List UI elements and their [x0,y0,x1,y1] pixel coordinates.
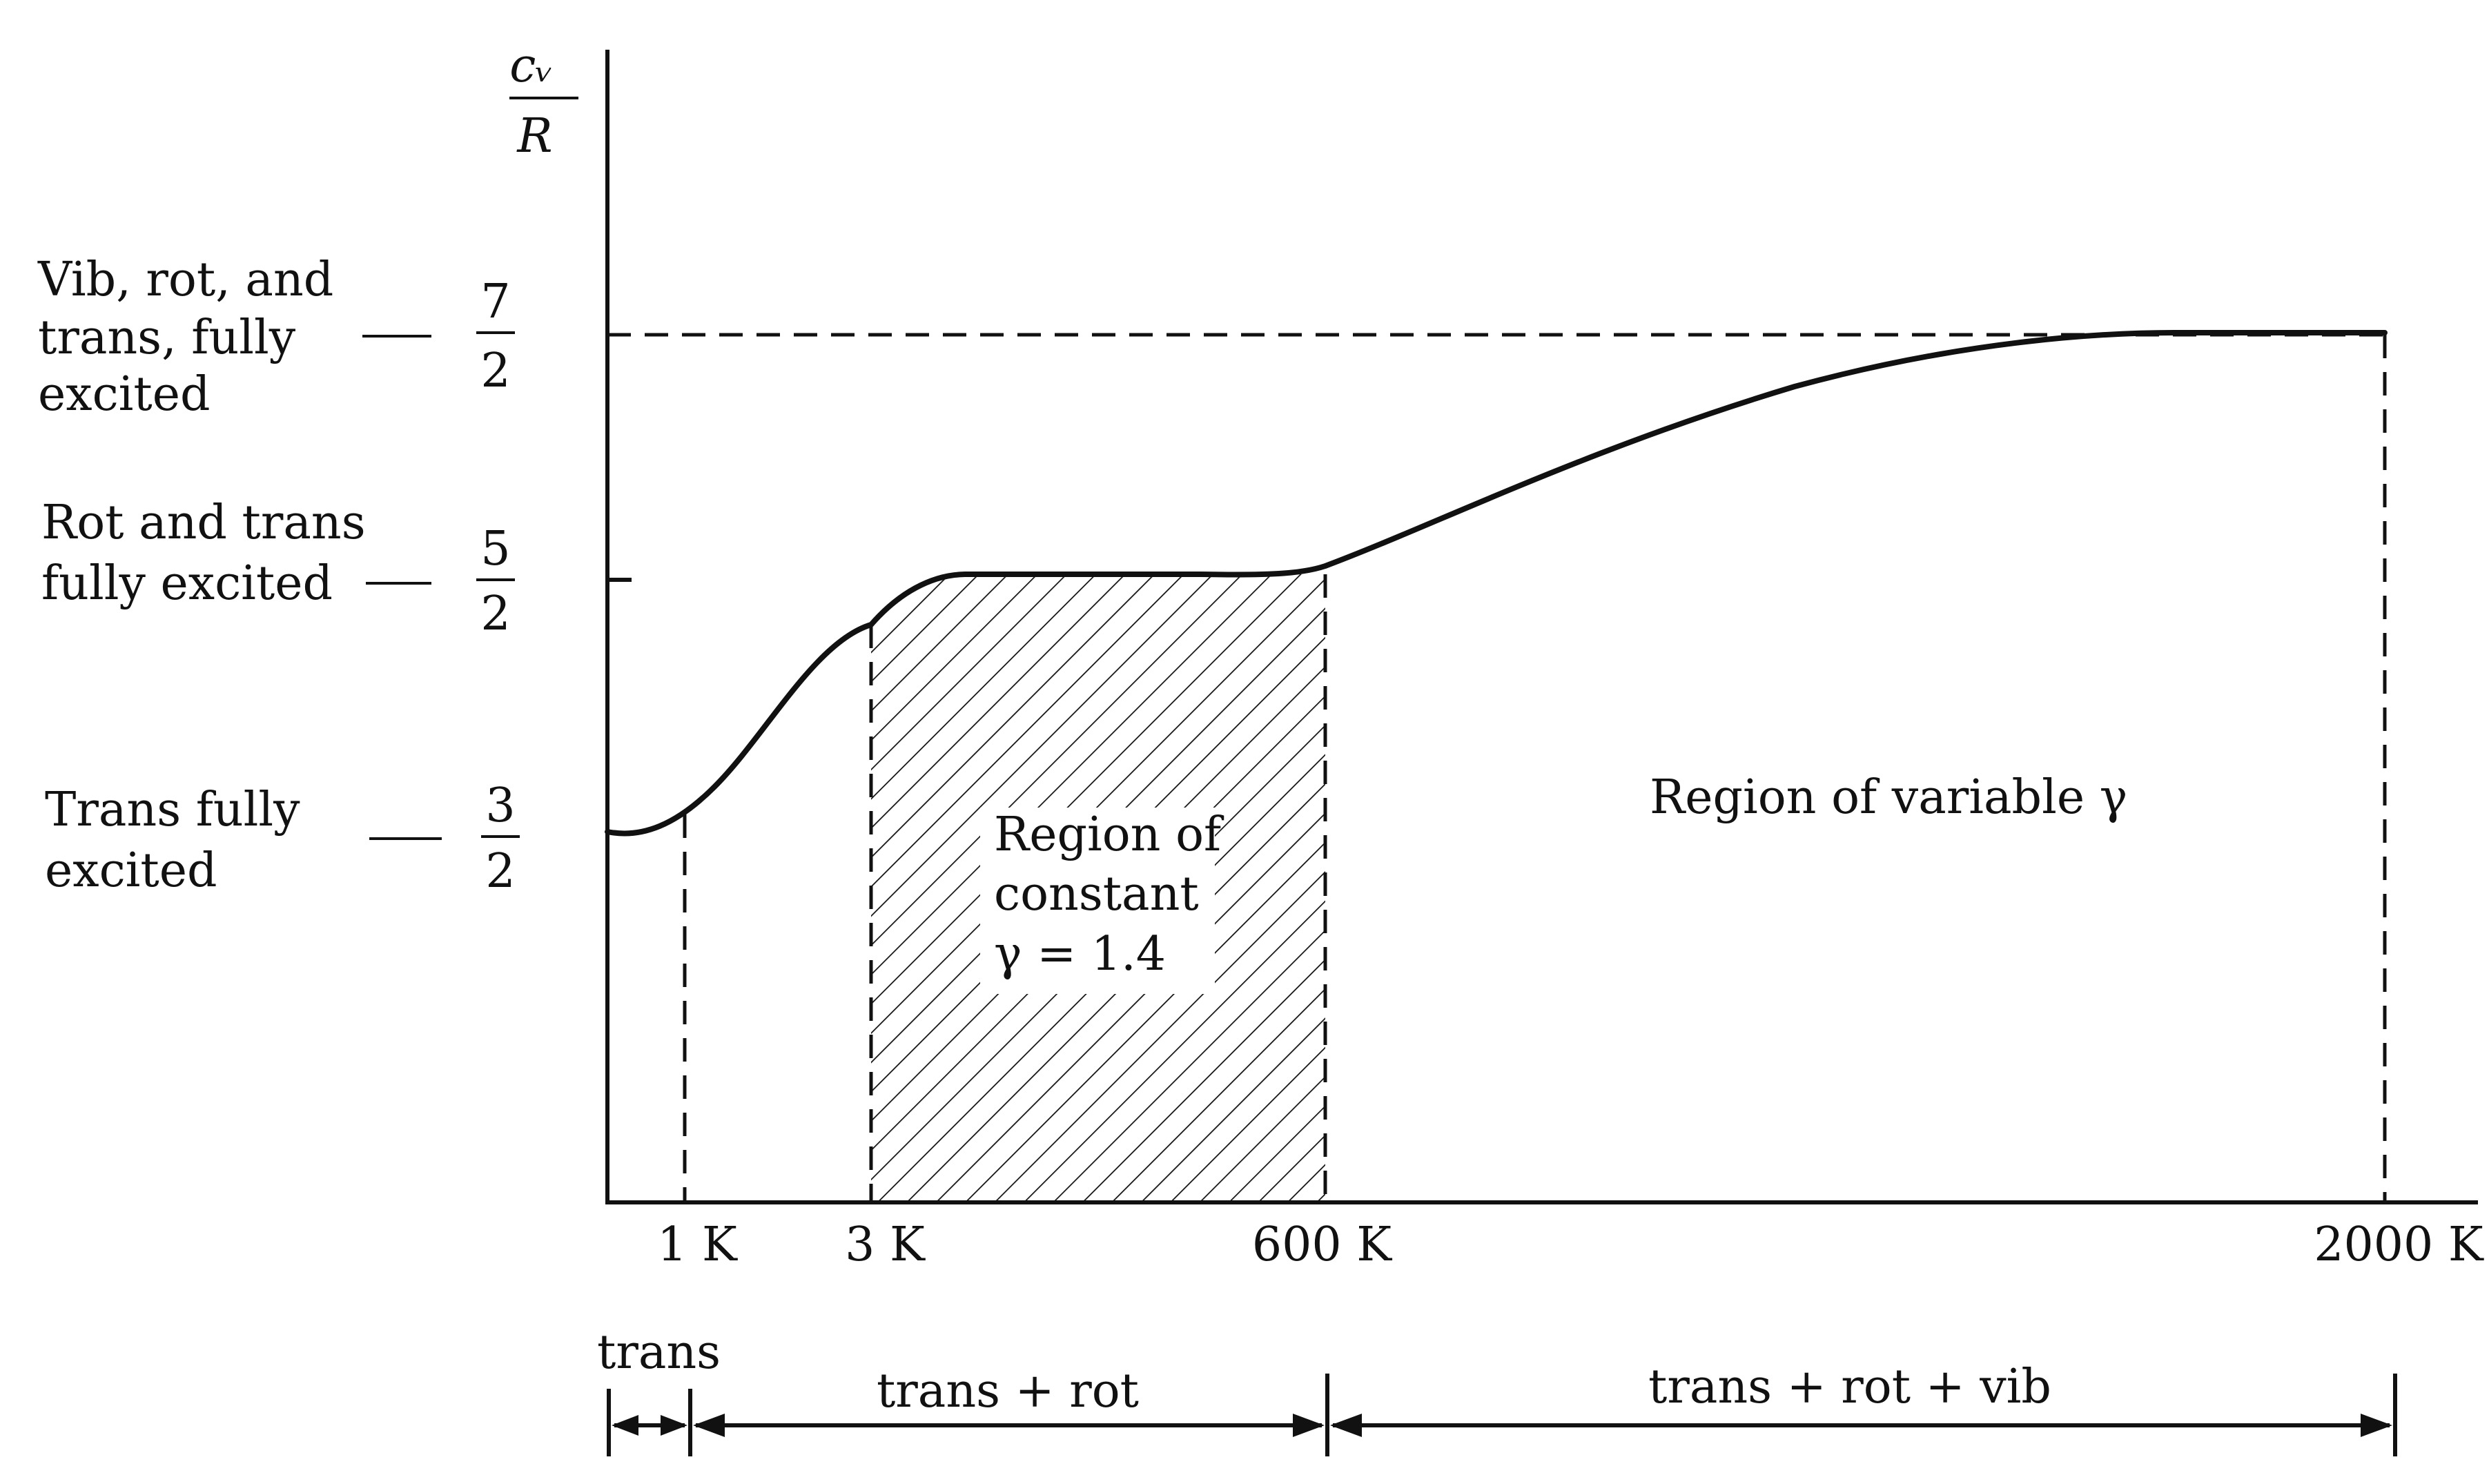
arrowhead [693,1414,725,1437]
level-label-line: fully excited [41,556,333,611]
constant-region-label-box [980,808,1215,994]
arrowhead [1330,1414,1362,1437]
mode-label-trans-rot: trans + rot [877,1364,1139,1418]
level-label-line: Vib, rot, and [37,253,333,307]
level-numerator: 3 [485,779,515,833]
level-seven-halves: Vib, rot, and trans, fully excited 7 2 [37,253,515,422]
mode-label-trans: trans [597,1325,721,1380]
constant-region-label-line: γ = 1.4 [994,927,1166,982]
constant-region-label-line: Region of [994,808,1224,862]
mode-label-trans-rot-vib: trans + rot + vib [1648,1360,2051,1414]
level-numerator: 5 [480,522,510,576]
level-denominator: 2 [480,587,510,641]
level-three-halves: Trans fully excited 3 2 [45,779,520,899]
x-tick-label-2000k: 2000 K [2314,1218,2484,1272]
y-axis-label-bottom: R [516,109,552,164]
level-label-line: Rot and trans [41,496,366,550]
level-five-halves: Rot and trans fully excited 5 2 [41,496,515,641]
x-tick-label-3k: 3 K [845,1218,926,1272]
variable-region-label: Region of variable γ [1650,770,2127,825]
level-label-line: excited [45,843,217,898]
arrowhead [661,1415,687,1436]
x-tick-label-600k: 600 K [1252,1218,1392,1272]
y-axis-label-top: cᵥ [509,39,553,93]
x-tick-label-1k: 1 K [657,1218,738,1272]
arrowhead [2361,1414,2392,1437]
arrowhead [612,1415,638,1436]
level-label-line: excited [38,367,211,422]
mode-range-bar [607,1374,2397,1456]
constant-region-label-line: constant [994,867,1199,921]
cv-curve [605,330,2388,837]
level-denominator: 2 [485,844,515,899]
level-label-line: trans, fully [38,311,296,365]
level-label-line: Trans fully [45,783,300,837]
level-denominator: 2 [480,344,510,398]
arrowhead [1293,1414,1325,1437]
level-numerator: 7 [480,275,510,329]
